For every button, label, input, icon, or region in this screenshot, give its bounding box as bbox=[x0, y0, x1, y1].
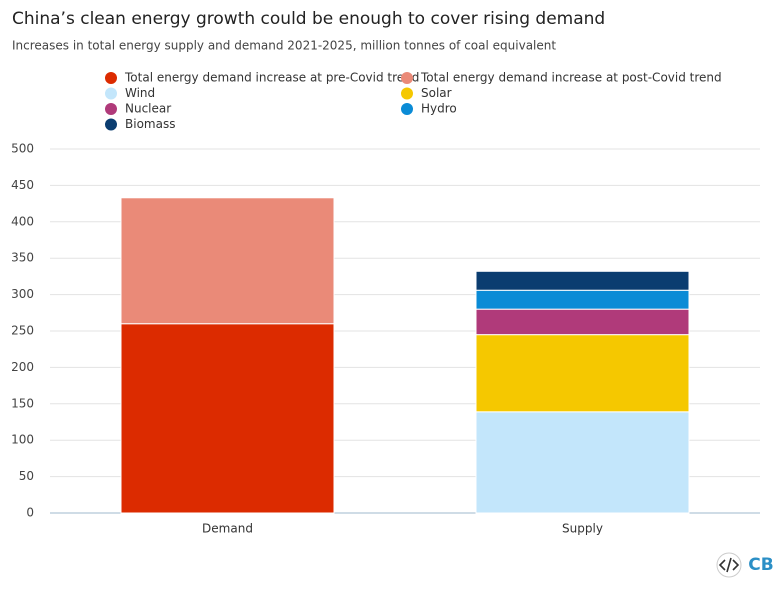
bar-segment bbox=[120, 197, 335, 325]
legend-label: Wind bbox=[125, 86, 155, 100]
y-tick-label: 300 bbox=[11, 287, 34, 301]
embed-icon[interactable] bbox=[716, 552, 742, 578]
y-tick-label: 250 bbox=[11, 324, 34, 338]
legend-swatch bbox=[401, 72, 413, 84]
chart-subtitle: Increases in total energy supply and dem… bbox=[12, 39, 556, 53]
y-tick-label: 450 bbox=[11, 178, 34, 192]
legend-label: Biomass bbox=[125, 117, 175, 131]
legend-swatch bbox=[401, 87, 413, 100]
legend-swatch bbox=[105, 87, 117, 100]
legend-swatch bbox=[105, 103, 117, 115]
bar-segment bbox=[475, 270, 690, 291]
legend-label: Total energy demand increase at post-Cov… bbox=[420, 71, 722, 85]
legend-label: Hydro bbox=[421, 102, 457, 116]
legend-label: Total energy demand increase at pre-Covi… bbox=[124, 71, 419, 85]
y-tick-label: 100 bbox=[11, 433, 34, 447]
y-tick-label: 400 bbox=[11, 214, 34, 228]
legend-swatch bbox=[105, 72, 117, 84]
logo: CB bbox=[748, 555, 773, 575]
y-tick-label: 350 bbox=[11, 251, 34, 265]
legend-label: Solar bbox=[421, 86, 452, 100]
y-tick-label: 0 bbox=[26, 506, 34, 520]
legend-swatch bbox=[401, 103, 413, 115]
legend-label: Nuclear bbox=[125, 102, 171, 116]
bar-segment bbox=[475, 289, 690, 310]
y-tick-label: 500 bbox=[11, 142, 34, 156]
bar-segment bbox=[120, 323, 335, 514]
y-tick-label: 200 bbox=[11, 360, 34, 374]
legend-swatch bbox=[105, 118, 117, 131]
bar-segment bbox=[475, 411, 690, 514]
y-tick-label: 50 bbox=[19, 469, 34, 483]
embed-glyph[interactable] bbox=[718, 557, 740, 573]
x-tick-label: Demand bbox=[202, 522, 253, 536]
bar-segment bbox=[475, 334, 690, 413]
bar-segment bbox=[475, 308, 690, 336]
y-tick-label: 150 bbox=[11, 396, 34, 410]
x-tick-label: Supply bbox=[562, 522, 603, 536]
chart-title: China’s clean energy growth could be eno… bbox=[12, 9, 605, 29]
